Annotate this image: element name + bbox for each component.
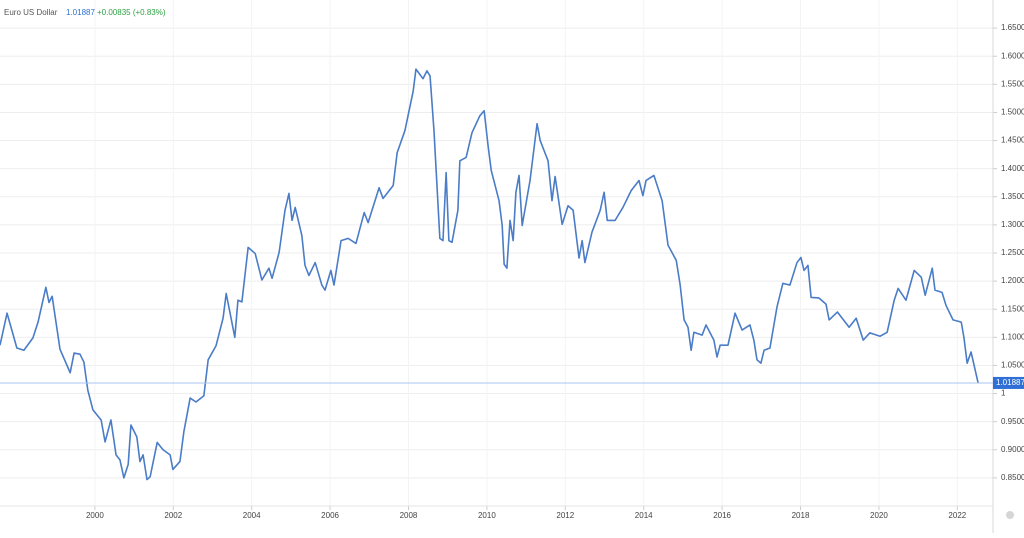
y-tick-label: 1.5000 bbox=[1001, 108, 1024, 117]
y-tick-label: 0.9000 bbox=[1001, 445, 1024, 454]
price-line bbox=[0, 68, 979, 481]
x-tick-label: 2004 bbox=[243, 511, 261, 520]
x-tick-label: 2020 bbox=[870, 511, 888, 520]
x-tick-label: 2018 bbox=[792, 511, 810, 520]
x-tick-label: 2006 bbox=[321, 511, 339, 520]
x-tick-label: 2012 bbox=[556, 511, 574, 520]
last-price-label: 1.01887 bbox=[996, 378, 1024, 387]
y-tick-label: 1.3000 bbox=[1001, 220, 1024, 229]
last-price-box bbox=[993, 376, 1024, 389]
y-tick-label: 1.5500 bbox=[1001, 79, 1024, 88]
x-tick-label: 2008 bbox=[400, 511, 418, 520]
x-tick-label: 2014 bbox=[635, 511, 653, 520]
y-tick-label: 1.4000 bbox=[1001, 164, 1024, 173]
y-tick-label: 1.0500 bbox=[1001, 361, 1024, 370]
y-tick-label: 0.8500 bbox=[1001, 473, 1024, 482]
x-tick-label: 2002 bbox=[164, 511, 182, 520]
y-tick-label: 1.1000 bbox=[1001, 332, 1024, 341]
x-tick-label: 2022 bbox=[948, 511, 966, 520]
y-tick-label: 1.1500 bbox=[1001, 304, 1024, 313]
x-tick-label: 2016 bbox=[713, 511, 731, 520]
y-tick-label: 1.6000 bbox=[1001, 51, 1024, 60]
y-tick-label: 1.2500 bbox=[1001, 248, 1024, 257]
y-tick-label: 0.9500 bbox=[1001, 417, 1024, 426]
chart-title: Euro US Dollar bbox=[4, 8, 58, 17]
last-price: 1.01887 bbox=[66, 8, 95, 17]
y-tick-label: 1.6500 bbox=[1001, 23, 1024, 32]
y-tick-label: 1.4500 bbox=[1001, 136, 1024, 145]
x-tick-label: 2000 bbox=[86, 511, 104, 520]
grid bbox=[0, 0, 993, 506]
settings-icon[interactable] bbox=[1006, 511, 1014, 519]
x-tick-label: 2010 bbox=[478, 511, 496, 520]
y-tick-label: 1 bbox=[1001, 389, 1006, 398]
y-tick-label: 1.2000 bbox=[1001, 276, 1024, 285]
price-change: +0.00835 (+0.83%) bbox=[97, 8, 166, 17]
y-tick-label: 1.3500 bbox=[1001, 192, 1024, 201]
